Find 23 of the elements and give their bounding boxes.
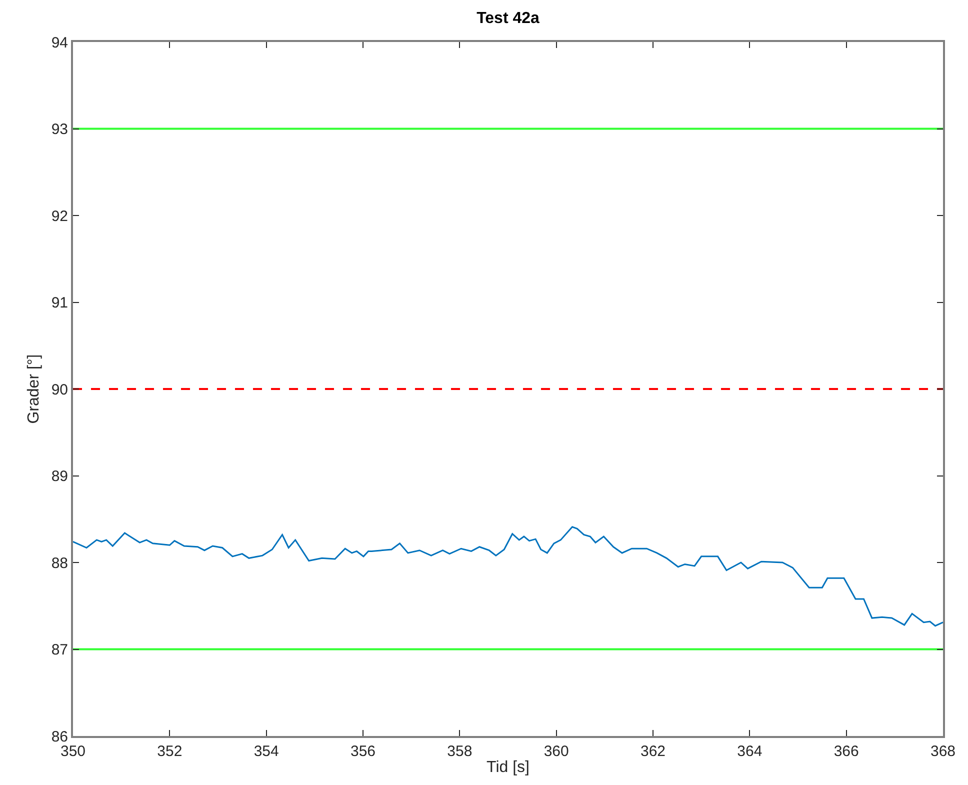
x-tick-label: 356 xyxy=(350,743,376,760)
y-tick-label: 89 xyxy=(51,468,68,485)
x-tick-label: 364 xyxy=(737,743,762,760)
x-tick-label: 358 xyxy=(447,743,472,760)
x-axis-title: Tid [s] xyxy=(486,759,530,776)
line-series xyxy=(73,526,943,627)
x-tick-label: 362 xyxy=(640,743,666,760)
x-tick-label: 350 xyxy=(60,743,86,760)
x-tick-label: 360 xyxy=(544,743,569,760)
y-tick-label: 92 xyxy=(51,208,68,225)
y-tick-label: 86 xyxy=(51,728,68,746)
y-axis-title: Grader [°] xyxy=(26,354,43,424)
y-tick-label: 91 xyxy=(51,294,68,312)
y-tick-label: 93 xyxy=(51,121,68,138)
x-tick-label: 352 xyxy=(157,743,182,760)
x-tick-label: 368 xyxy=(930,743,956,760)
x-tick-label: 354 xyxy=(254,743,279,760)
x-tick-label: 366 xyxy=(834,743,859,760)
y-tick-label: 90 xyxy=(51,381,68,398)
y-tick-label: 94 xyxy=(51,34,68,52)
y-tick-label: 87 xyxy=(51,642,68,658)
chart-title: Test 42a xyxy=(476,10,540,27)
y-tick-label: 88 xyxy=(51,554,68,572)
